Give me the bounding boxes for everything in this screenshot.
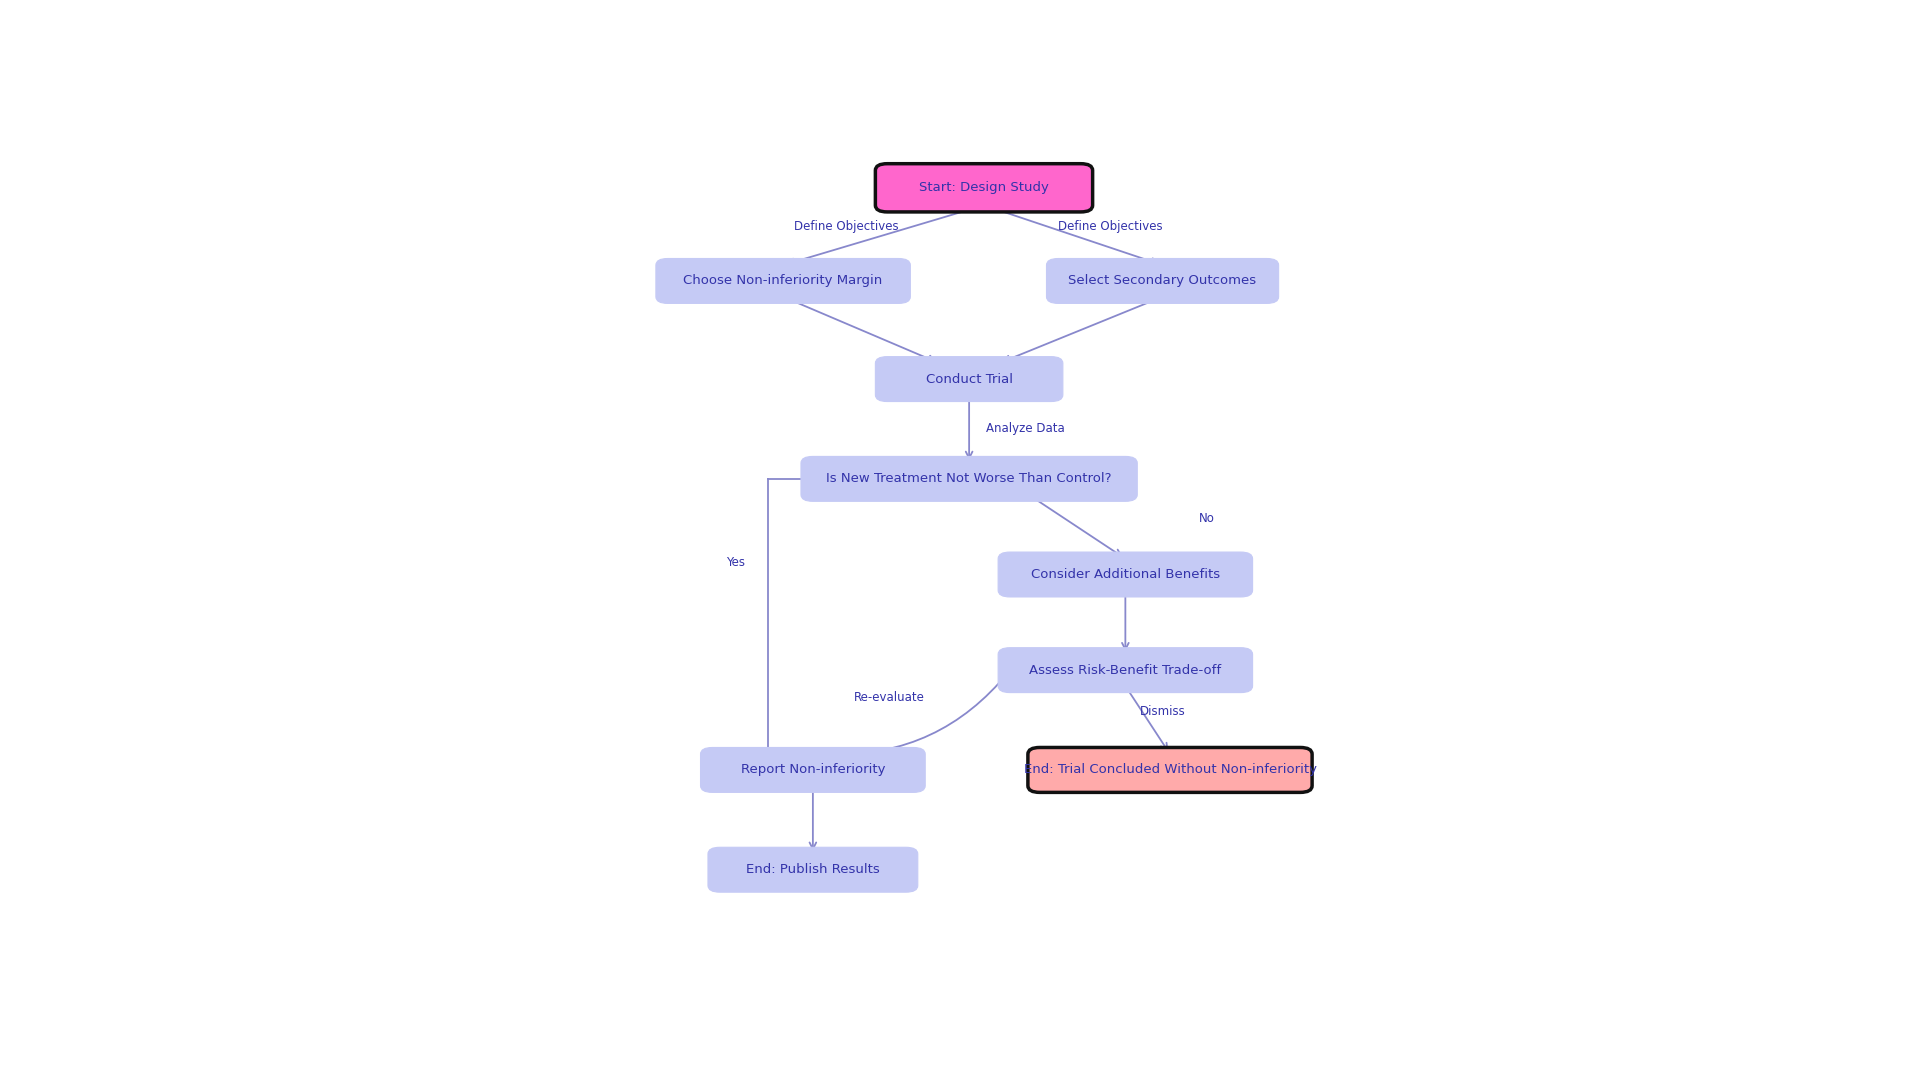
FancyBboxPatch shape xyxy=(801,457,1137,501)
Text: Re-evaluate: Re-evaluate xyxy=(854,691,925,704)
FancyBboxPatch shape xyxy=(708,848,918,892)
FancyBboxPatch shape xyxy=(876,164,1092,212)
Text: Start: Design Study: Start: Design Study xyxy=(920,181,1048,194)
Text: Yes: Yes xyxy=(726,555,745,568)
Text: Report Non-inferiority: Report Non-inferiority xyxy=(741,764,885,777)
Text: Define Objectives: Define Objectives xyxy=(1058,220,1164,233)
Text: Define Objectives: Define Objectives xyxy=(795,220,899,233)
FancyBboxPatch shape xyxy=(1027,747,1311,793)
Text: Choose Non-inferiority Margin: Choose Non-inferiority Margin xyxy=(684,274,883,287)
Text: No: No xyxy=(1200,512,1215,525)
FancyBboxPatch shape xyxy=(701,747,925,793)
Text: End: Trial Concluded Without Non-inferiority: End: Trial Concluded Without Non-inferio… xyxy=(1023,764,1317,777)
Text: Assess Risk-Benefit Trade-off: Assess Risk-Benefit Trade-off xyxy=(1029,663,1221,677)
Text: Conduct Trial: Conduct Trial xyxy=(925,373,1012,386)
FancyBboxPatch shape xyxy=(998,552,1252,597)
FancyBboxPatch shape xyxy=(1046,258,1279,303)
Text: Dismiss: Dismiss xyxy=(1140,705,1185,718)
FancyBboxPatch shape xyxy=(657,258,910,303)
FancyBboxPatch shape xyxy=(998,648,1252,692)
Text: Analyze Data: Analyze Data xyxy=(987,422,1066,435)
Text: End: Publish Results: End: Publish Results xyxy=(747,863,879,876)
FancyBboxPatch shape xyxy=(876,356,1064,402)
Text: Select Secondary Outcomes: Select Secondary Outcomes xyxy=(1069,274,1256,287)
Text: Consider Additional Benefits: Consider Additional Benefits xyxy=(1031,568,1219,581)
Text: Is New Treatment Not Worse Than Control?: Is New Treatment Not Worse Than Control? xyxy=(826,472,1112,485)
